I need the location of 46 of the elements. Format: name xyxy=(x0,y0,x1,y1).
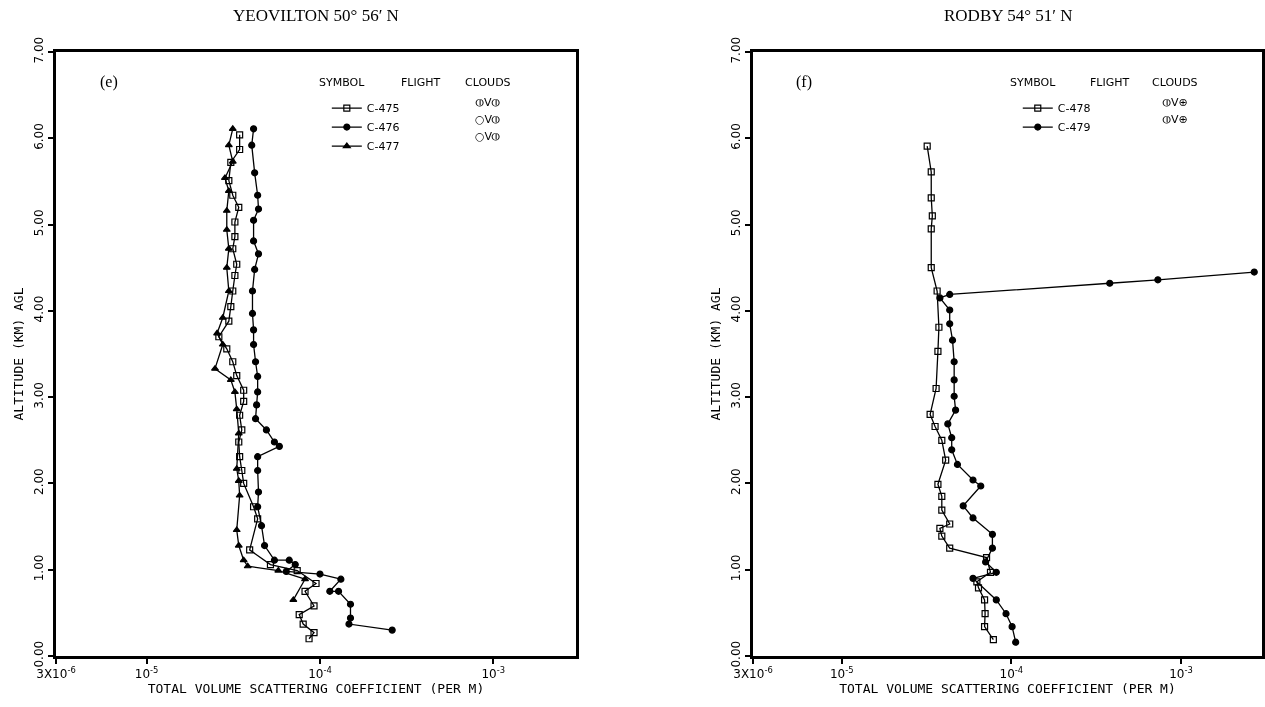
annotation: (e) xyxy=(100,73,118,91)
annotation: FLIGHT xyxy=(401,76,441,89)
annotation: (f) xyxy=(796,73,812,91)
y-tick-label: 3.00 xyxy=(729,381,744,409)
annotation: ○V⦶ xyxy=(475,113,501,126)
x-axis-title: TOTAL VOLUME SCATTERING COEFFICIENT (PER M) xyxy=(147,681,485,697)
annotation: FLIGHT xyxy=(1090,76,1130,89)
annotation: CLOUDS xyxy=(1152,76,1198,89)
y-tick-label: 7.00 xyxy=(729,36,744,64)
y-tick-label: 0.00 xyxy=(729,640,744,668)
annotation: ⦶V⊕ xyxy=(1162,113,1188,126)
y-tick-label: 5.00 xyxy=(729,209,744,237)
y-tick-label: 4.00 xyxy=(729,295,744,323)
x-tick-label: 10$^{-5}$ xyxy=(134,665,159,682)
annotation: SYMBOL xyxy=(1010,76,1057,89)
y-axis-title: ALTITUDE (KM) AGL xyxy=(11,287,27,421)
y-tick-label: 6.00 xyxy=(32,123,47,150)
y-tick-label: 1.00 xyxy=(32,554,47,582)
y-tick-label: 4.00 xyxy=(32,295,47,323)
y-tick-label: 2.00 xyxy=(729,468,744,495)
y-tick-label: 3.00 xyxy=(32,381,47,409)
x-tick-label: 10$^{-3}$ xyxy=(1169,665,1193,682)
annotation: ⦶V⦶ xyxy=(475,96,500,109)
annotation: CLOUDS xyxy=(465,76,511,89)
chart-title: RODBY 54° 51′ N xyxy=(944,6,1073,25)
x-axis-title: TOTAL VOLUME SCATTERING COEFFICIENT (PER M) xyxy=(839,681,1176,697)
legend-label: C-477 xyxy=(366,140,400,154)
legend-label: C-476 xyxy=(366,121,400,135)
legend-label: C-478 xyxy=(1057,102,1091,116)
x-tick-label: 10$^{-4}$ xyxy=(308,665,332,682)
y-tick-label: 6.00 xyxy=(729,123,744,150)
y-tick-label: 7.00 xyxy=(32,36,47,64)
y-tick-label: 2.00 xyxy=(32,468,47,495)
legend-label: C-479 xyxy=(1057,121,1091,135)
y-axis-title: ALTITUDE (KM) AGL xyxy=(708,287,724,421)
y-tick-label: 0.00 xyxy=(32,640,47,668)
y-tick-label: 1.00 xyxy=(729,554,744,582)
legend-label: C-475 xyxy=(366,102,400,116)
y-tick-label: 5.00 xyxy=(32,209,47,237)
chart-title: YEOVILTON 50° 56′ N xyxy=(233,6,399,25)
annotation: SYMBOL xyxy=(319,76,366,89)
annotation: ○V⦶ xyxy=(475,130,501,143)
x-tick-label: 10$^{-4}$ xyxy=(999,665,1024,682)
x-tick-label: 10$^{-5}$ xyxy=(829,665,854,682)
annotation: ⦶V⊕ xyxy=(1162,96,1188,109)
x-tick-label: 10$^{-3}$ xyxy=(481,665,506,682)
